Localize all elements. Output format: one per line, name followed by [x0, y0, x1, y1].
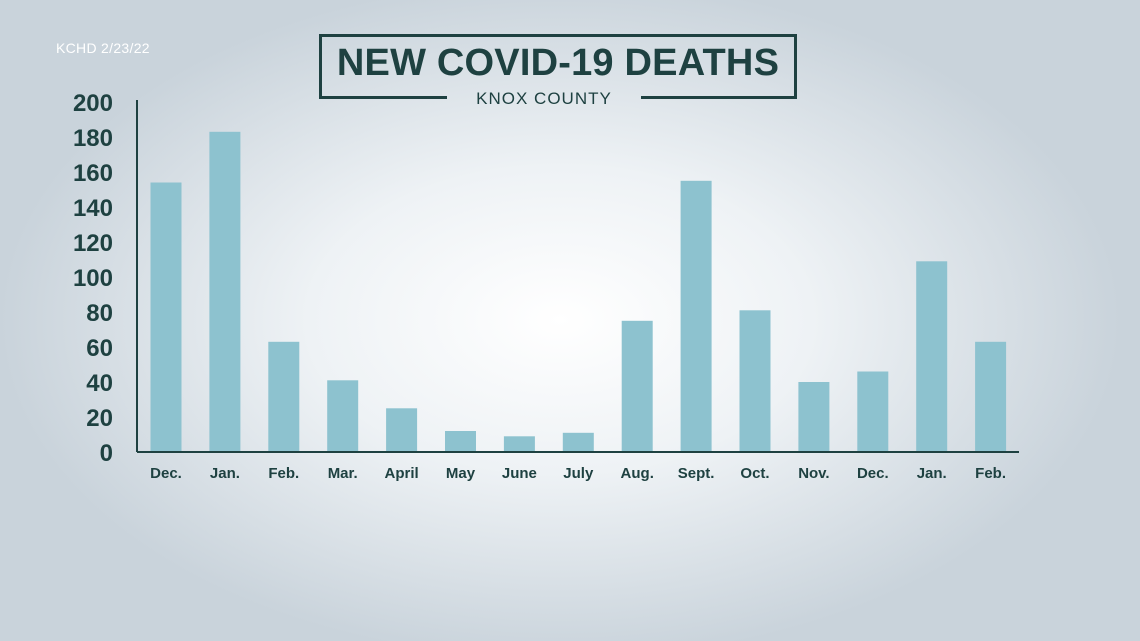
x-tick-label: May	[446, 465, 476, 482]
y-tick-label: 60	[86, 335, 113, 362]
x-tick-label: Nov.	[798, 465, 829, 482]
bar	[798, 382, 830, 452]
y-tick-label: 160	[73, 160, 113, 187]
bar	[857, 371, 889, 452]
x-axis-ticks: Dec. Jan. Feb. Mar. April May June July Aug. Sept…	[150, 465, 1006, 482]
title-frame-bottom-right	[641, 96, 794, 99]
y-tick-label: 200	[73, 90, 113, 117]
bar	[621, 320, 653, 453]
x-tick-label: April	[385, 465, 419, 482]
x-tick-label: Feb.	[268, 465, 299, 482]
bars	[150, 131, 1007, 453]
title-frame	[319, 34, 797, 99]
x-tick-label: Oct.	[740, 465, 769, 482]
bar	[327, 380, 359, 453]
x-tick-label: Jan.	[917, 465, 947, 482]
x-tick-label: Mar.	[328, 465, 358, 482]
y-tick-label: 120	[73, 230, 113, 257]
bar	[975, 341, 1007, 453]
chart-title: NEW COVID-19 DEATHS	[336, 42, 780, 84]
y-tick-label: 180	[73, 125, 113, 152]
bar	[680, 180, 712, 453]
bar	[503, 436, 535, 453]
x-tick-label: Aug.	[621, 465, 654, 482]
y-tick-label: 40	[86, 370, 113, 397]
y-tick-label: 0	[100, 440, 113, 467]
bar	[386, 408, 418, 453]
title-frame-bottom-left	[319, 96, 447, 99]
bar	[445, 431, 476, 452]
x-tick-label: Jan.	[210, 465, 240, 482]
x-tick-label: Sept.	[678, 465, 715, 482]
y-tick-label: 80	[86, 300, 113, 327]
bar	[739, 310, 771, 453]
x-tick-label: June	[502, 465, 537, 482]
bar	[268, 341, 300, 453]
bar	[916, 261, 948, 453]
source-label: KCHD 2/23/22	[56, 40, 150, 56]
chart-subtitle: KNOX COUNTY	[476, 89, 612, 108]
y-tick-label: 100	[73, 265, 113, 292]
y-axis-ticks: 0 20 40 60 80 100 120 140 160 180 200	[73, 90, 113, 467]
x-tick-label: Dec.	[150, 465, 182, 482]
x-tick-label: Feb.	[975, 465, 1006, 482]
y-tick-label: 140	[73, 195, 113, 222]
x-tick-label: Dec.	[857, 465, 889, 482]
bar	[150, 182, 182, 452]
x-tick-label: July	[563, 465, 594, 482]
bar	[209, 131, 241, 453]
bar	[562, 432, 594, 453]
y-tick-label: 20	[86, 405, 113, 432]
